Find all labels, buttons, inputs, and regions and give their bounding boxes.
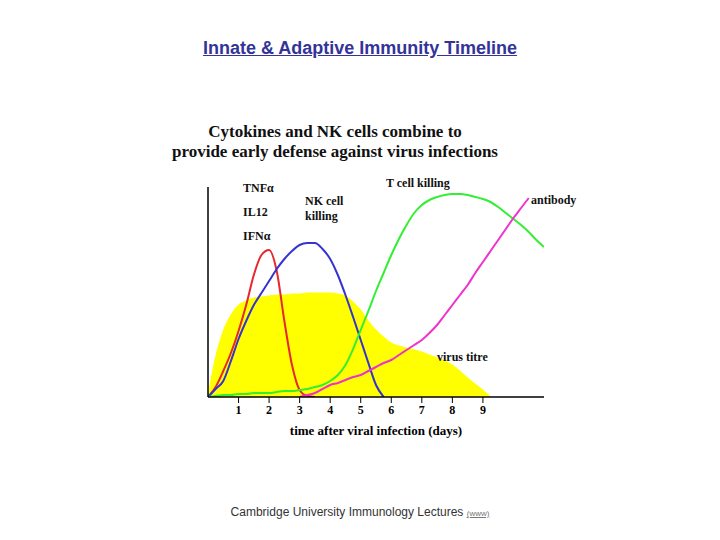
html-text:Cambridge University Immunolog: Cambridge University Immunology Lectures… (230, 505, 490, 519)
html-text:virus titre: virus titre (437, 350, 488, 364)
svg-text:5: 5 (358, 403, 364, 417)
svg-text:7: 7 (419, 403, 425, 417)
svg-text:9: 9 (480, 403, 486, 417)
svg-text:1: 1 (236, 403, 242, 417)
html-text:TNFα IL12 IFNα: TNFα IL12 IFNα (243, 181, 274, 243)
html-text:antibody: antibody (531, 193, 577, 207)
html-text:NK cell killing: NK cell killing (305, 194, 344, 223)
svg-text:6: 6 (388, 403, 394, 417)
svg-text:3: 3 (297, 403, 303, 417)
html-text:T cell killing: T cell killing (386, 176, 450, 190)
svg-text:8: 8 (449, 403, 455, 417)
svg-text:4: 4 (327, 403, 333, 417)
svg-text:2: 2 (266, 403, 272, 417)
svg-text:time after viral infection (da: time after viral infection (days) (290, 423, 462, 438)
html-text:Cytokines and NK cells combine: Cytokines and NK cells combine to provid… (172, 122, 498, 161)
html-text:Innate & Adaptive Immunity Tim: Innate & Adaptive Immunity Timeline (203, 38, 517, 58)
